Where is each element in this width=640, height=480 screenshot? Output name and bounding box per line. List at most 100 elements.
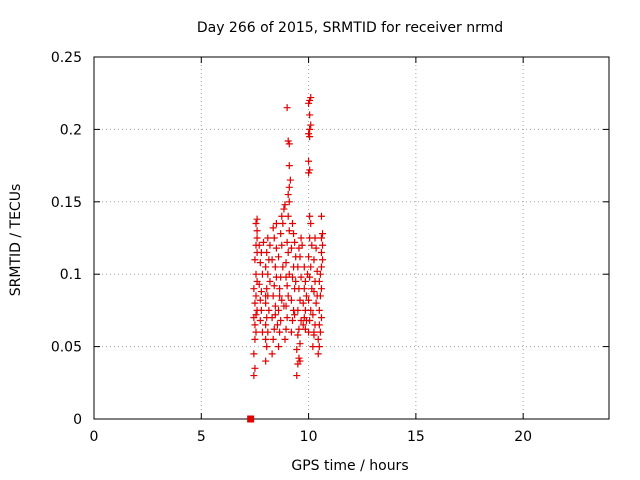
data-point — [307, 263, 315, 271]
data-point — [284, 212, 292, 220]
data-point — [278, 212, 286, 220]
data-point — [284, 191, 292, 199]
data-point — [282, 325, 290, 333]
data-point — [263, 248, 271, 256]
data-point — [281, 201, 289, 209]
data-point — [253, 234, 261, 242]
data-point — [277, 230, 285, 238]
data-point — [276, 285, 284, 293]
data-point — [284, 248, 292, 256]
data-point — [296, 357, 304, 365]
data-point — [273, 321, 281, 329]
data-point — [283, 104, 291, 112]
data-point — [283, 238, 291, 246]
data-point — [264, 328, 272, 336]
x-tick-label: 15 — [407, 429, 425, 445]
data-point — [262, 292, 270, 300]
data-point — [285, 227, 293, 235]
y-tick-label: 0.1 — [60, 267, 82, 283]
data-point — [317, 285, 325, 293]
data-point — [306, 166, 314, 174]
data-point — [306, 111, 314, 119]
data-point — [285, 140, 293, 148]
data-point — [287, 296, 295, 304]
data-point — [283, 282, 291, 290]
data-point — [319, 241, 327, 249]
data-point — [310, 256, 318, 264]
data-point — [256, 296, 264, 304]
data-point — [257, 306, 265, 314]
data-point — [251, 256, 259, 264]
data-point — [253, 227, 261, 235]
data-point — [251, 364, 259, 372]
data-point — [251, 321, 259, 329]
data-point — [299, 321, 307, 329]
data-point — [252, 270, 260, 278]
data-point — [316, 328, 324, 336]
data-point — [250, 372, 258, 380]
data-point — [275, 343, 283, 351]
data-point — [296, 253, 304, 261]
data-point — [288, 317, 296, 325]
data-point — [264, 234, 272, 242]
data-point — [262, 263, 270, 271]
data-point — [275, 306, 283, 314]
data-point — [317, 234, 325, 242]
data-point — [312, 299, 320, 307]
x-tick-label: 10 — [300, 429, 318, 445]
data-point — [285, 198, 293, 206]
data-point — [252, 328, 260, 336]
data-point — [269, 224, 277, 232]
data-point — [287, 244, 295, 252]
axis-ticks: 0 5 10 15 20 0 0.05 0.1 0.15 0.2 0.25 — [51, 50, 609, 445]
data-point — [268, 350, 276, 358]
y-tick-label: 0.25 — [51, 50, 82, 66]
data-point — [310, 288, 318, 296]
data-point — [309, 343, 317, 351]
data-point — [282, 273, 290, 281]
square-marker — [247, 415, 255, 423]
data-point — [251, 299, 259, 307]
x-tick-label: 5 — [197, 429, 206, 445]
data-point — [251, 335, 259, 343]
data-point — [316, 270, 324, 278]
data-point — [307, 94, 315, 102]
x-tick-label: 0 — [90, 429, 99, 445]
data-point — [250, 350, 258, 358]
data-point — [317, 314, 325, 322]
data-point — [293, 345, 301, 353]
data-point — [306, 273, 314, 281]
data-point — [271, 302, 279, 310]
data-point — [282, 302, 290, 310]
data-point — [284, 292, 292, 300]
data-point — [307, 306, 315, 314]
data-point — [288, 220, 296, 228]
data-point — [262, 357, 270, 365]
data-point — [269, 335, 277, 343]
data-point — [263, 285, 271, 293]
plot-frame — [93, 56, 610, 420]
data-point — [260, 238, 268, 246]
data-point — [250, 285, 258, 293]
data-point — [294, 263, 302, 271]
data-point — [269, 292, 277, 300]
data-point — [268, 256, 276, 264]
data-point — [264, 270, 272, 278]
data-point — [306, 317, 314, 325]
data-point — [307, 220, 315, 228]
data-point — [270, 325, 278, 333]
data-point — [283, 314, 291, 322]
data-point — [266, 277, 274, 285]
x-tick-label: 20 — [514, 429, 532, 445]
data-point — [294, 306, 302, 314]
data-point — [317, 263, 325, 271]
data-point — [308, 241, 316, 249]
data-point — [279, 220, 287, 228]
data-point — [300, 263, 308, 271]
data-point — [271, 311, 279, 319]
data-point — [307, 121, 315, 129]
data-point — [306, 125, 314, 133]
data-point — [302, 292, 310, 300]
data-point — [295, 325, 303, 333]
